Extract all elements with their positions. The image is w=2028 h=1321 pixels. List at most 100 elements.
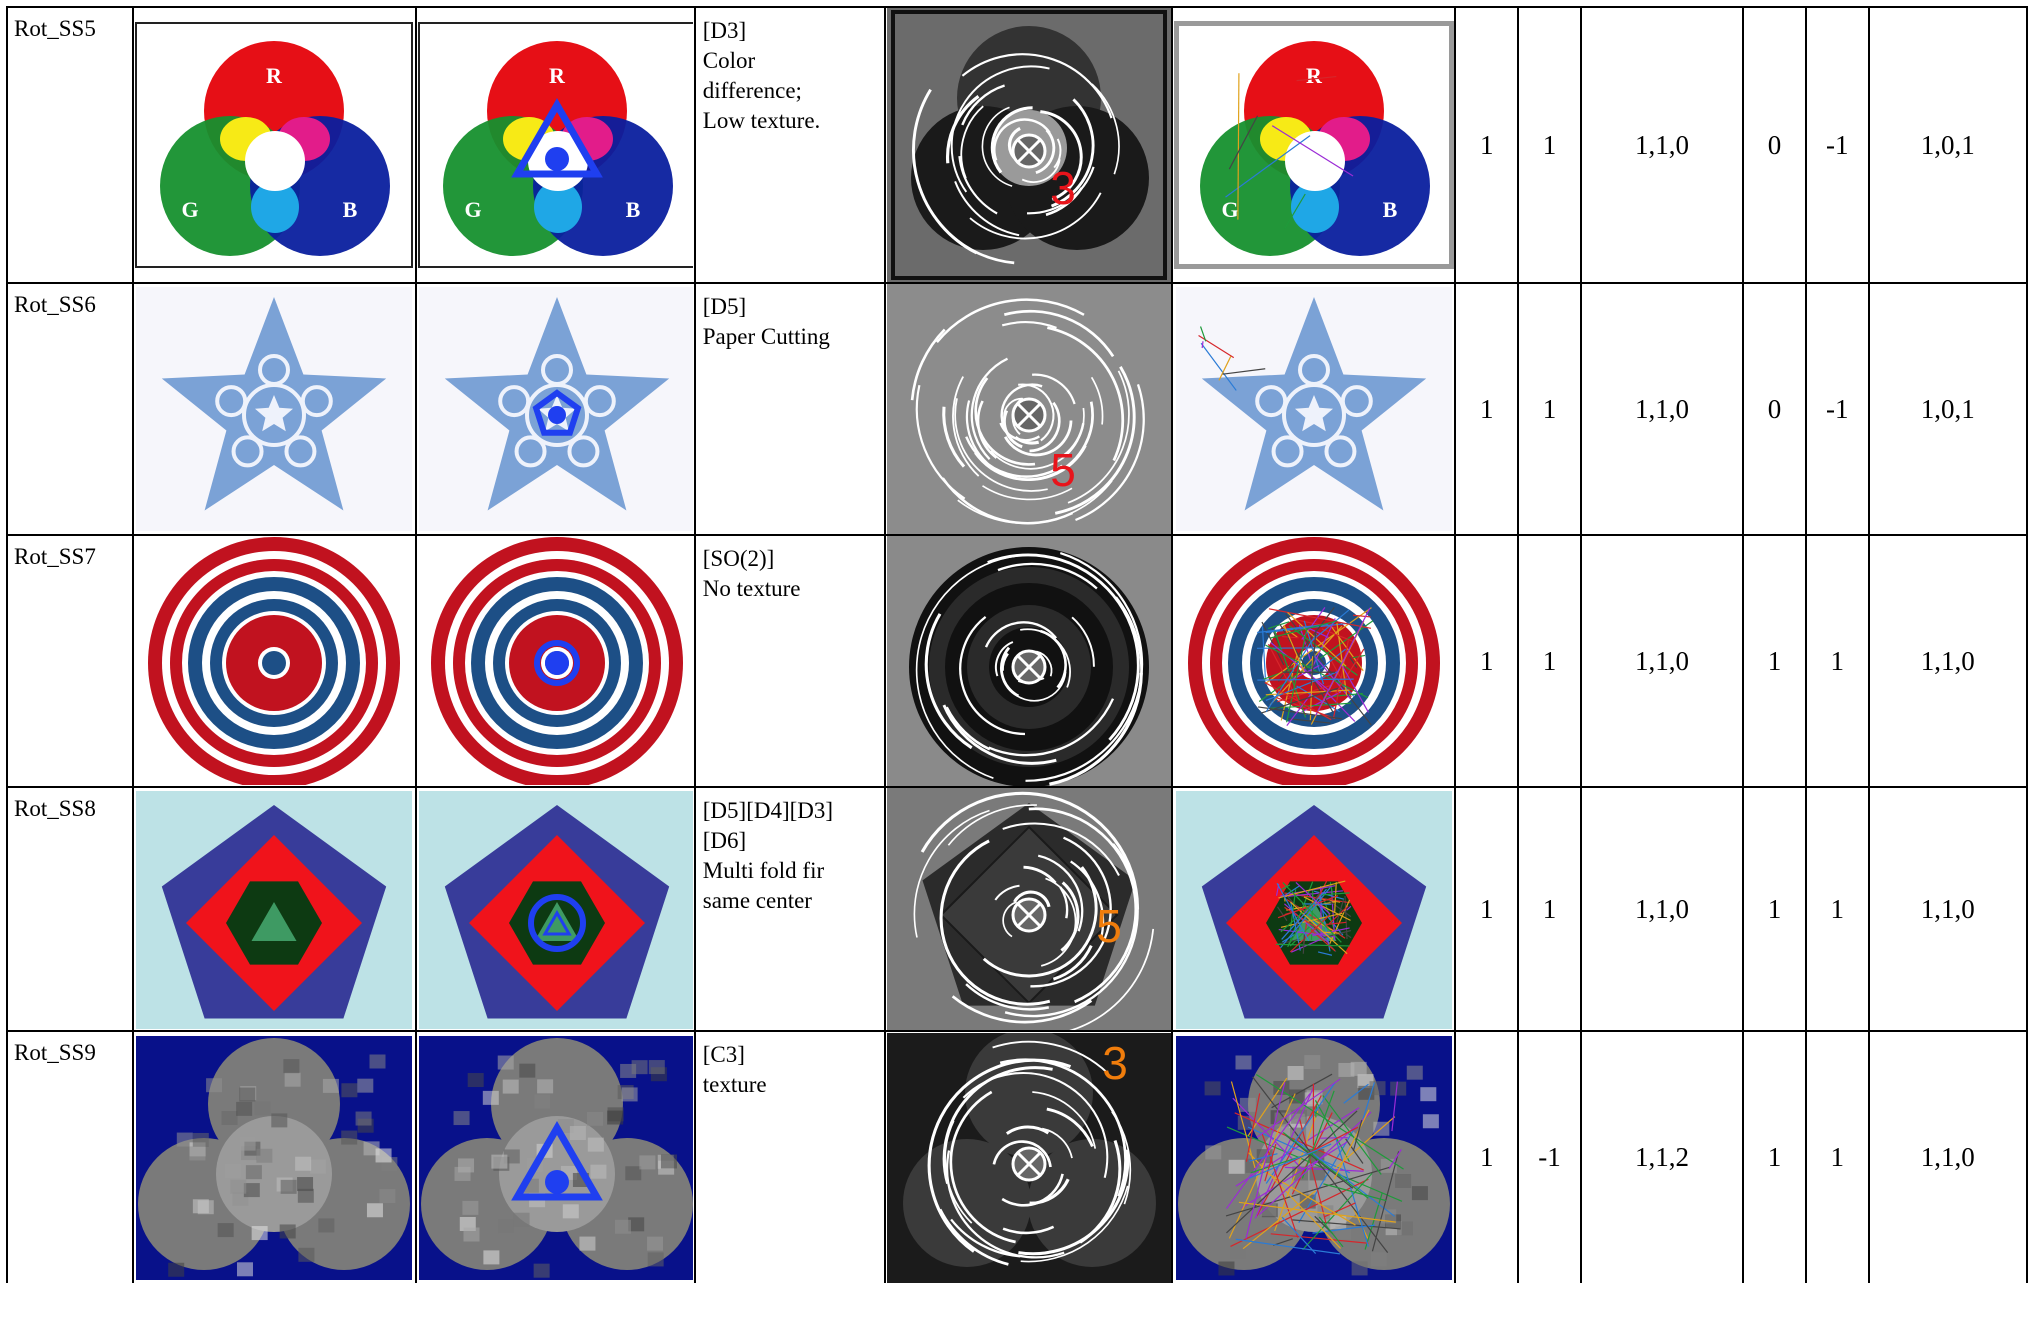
input-image (136, 791, 413, 1029)
ground-truth-cell (414, 534, 696, 788)
description-line: Paper Cutting (702, 324, 830, 349)
result-value: 1 (1517, 534, 1582, 788)
result-value: 1 (1804, 1030, 1870, 1283)
match-result-image (1175, 791, 1452, 1029)
match-result-cell (1171, 534, 1457, 788)
detected-center-marker (528, 894, 587, 952)
match-result-cell (1171, 786, 1457, 1032)
vote-arcs (911, 53, 1120, 265)
match-result-image (1187, 537, 1440, 785)
ground-truth-image (419, 287, 693, 531)
symmetry-description: [D5][D4][D3] [D6] Multi fold fir same cente… (693, 786, 887, 1032)
description-line: difference; (702, 78, 802, 103)
rgb-venn: R G B (160, 41, 391, 256)
description-line: [SO(2)] (702, 546, 775, 571)
input-image-cell (131, 534, 417, 788)
ground-truth-cell: R G B (414, 6, 696, 284)
match-result-image (1175, 1035, 1452, 1280)
result-value: 1 (1454, 1030, 1520, 1283)
textured-tripod-shape (138, 1037, 411, 1277)
matching-lines (1256, 606, 1374, 726)
textured-tripod-shape (421, 1037, 693, 1278)
input-image-cell (131, 786, 417, 1032)
ground-truth-image (431, 537, 684, 785)
result-value: 1 (1804, 786, 1870, 1032)
input-image (136, 287, 413, 531)
description-line: [D5][D4][D3] (702, 798, 834, 823)
symmetry-description: [C3] texture (693, 1030, 887, 1283)
result-value: 1 (1742, 786, 1807, 1032)
results-table: Rot_SS5 R G B R G B [D3] Color difference; Low tex… (6, 6, 2028, 1283)
result-value: 1 (1454, 6, 1520, 284)
fold-count-label: 5 (1050, 444, 1076, 496)
result-value: 1,1,0 (1579, 786, 1745, 1032)
result-value: 1,1,0 (1867, 1030, 2028, 1283)
rgb-label: G (182, 197, 199, 222)
ground-truth-cell (414, 786, 696, 1032)
description-line: same center (702, 888, 812, 913)
detected-center-marker (511, 1120, 604, 1200)
detected-center-marker (534, 640, 581, 686)
table-row: Rot_SS5 R G B R G B [D3] Color difference; Low tex… (6, 6, 2028, 284)
detected-center-marker (532, 389, 582, 436)
rgb-label: G (1221, 197, 1238, 222)
result-value: 1,1,0 (1579, 534, 1745, 788)
result-value: 1,1,0 (1579, 282, 1745, 536)
vote-map-image: 5 (887, 285, 1171, 533)
vote-map-image: 3 (887, 9, 1171, 281)
input-image-cell (131, 1030, 417, 1283)
description-line: texture (702, 1072, 767, 1097)
result-value: 1 (1804, 534, 1870, 788)
match-result-image: R G B (1174, 21, 1454, 269)
result-value: 1 (1454, 786, 1520, 1032)
match-result-cell (1171, 282, 1457, 536)
vote-map-image (887, 537, 1171, 785)
sample-id: Rot_SS9 (6, 1030, 134, 1283)
ground-truth-image (419, 791, 693, 1029)
result-value: 1,1,0 (1867, 534, 2028, 788)
description-line: Color (702, 48, 756, 73)
rgb-label: B (1383, 197, 1398, 222)
table-row: Rot_SS7 [SO(2)] No texture 1 1 1,1,0 1 1 1,1,0 (6, 534, 2028, 788)
rgb-venn: R G B (1199, 41, 1430, 256)
result-value: 1,0,1 (1867, 282, 2028, 536)
vote-arcs (915, 552, 1144, 785)
rgb-label: R (549, 63, 566, 88)
fold-count-label: 5 (1096, 900, 1122, 952)
symmetry-description: [SO(2)] No texture (693, 534, 887, 788)
rgb-label: B (626, 197, 641, 222)
description-line: Low texture. (702, 108, 821, 133)
result-value: 1,1,2 (1579, 1030, 1745, 1283)
result-value: -1 (1517, 1030, 1582, 1283)
result-value: 1 (1454, 534, 1520, 788)
vote-map-cell: 5 (884, 282, 1174, 536)
rgb-label: G (465, 197, 482, 222)
sample-id: Rot_SS6 (6, 282, 134, 536)
sample-id: Rot_SS8 (6, 786, 134, 1032)
vote-arcs (927, 1040, 1132, 1266)
ground-truth-image: R G B (418, 22, 693, 268)
symmetry-description: [D5] Paper Cutting (693, 282, 887, 536)
result-value: 1 (1742, 534, 1807, 788)
result-value: 1 (1517, 786, 1582, 1032)
input-image: R G B (135, 22, 414, 268)
target-ring (262, 651, 287, 675)
vote-map-image: 5 (887, 789, 1171, 1029)
description-line: [D6] (702, 828, 747, 853)
table-row: Rot_SS9 [C3] texture 3 1 -1 1,1,2 1 1 1,1,0 (6, 1030, 2028, 1283)
result-value: 0 (1742, 282, 1807, 536)
ground-truth-image (419, 1035, 693, 1280)
input-image-cell (131, 282, 417, 536)
vote-map-cell: 5 (884, 786, 1174, 1032)
fold-count-label: 3 (1050, 162, 1076, 214)
match-result-cell: R G B (1171, 6, 1457, 284)
match-result-image (1175, 287, 1452, 531)
symmetry-description: [D3] Color difference; Low texture. (693, 6, 887, 284)
result-value: 1,1,0 (1579, 6, 1745, 284)
matching-lines (1198, 326, 1266, 391)
sample-id: Rot_SS7 (6, 534, 134, 788)
ground-truth-cell (414, 282, 696, 536)
table-row: Rot_SS8 [D5][D4][D3] [D6] Multi fold fir sam… (6, 786, 2028, 1032)
match-result-cell (1171, 1030, 1457, 1283)
rgb-label: B (343, 197, 358, 222)
